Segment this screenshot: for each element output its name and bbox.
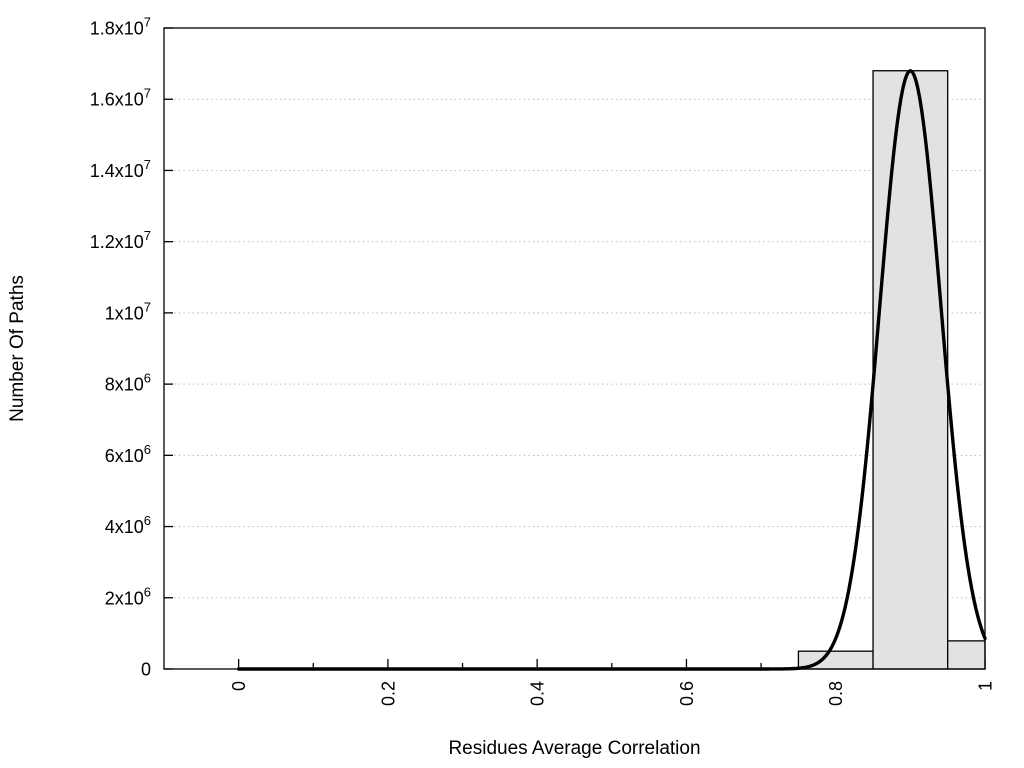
y-tick-label: 0	[141, 660, 151, 680]
gridlines-layer	[165, 98, 984, 599]
histogram-bars-layer	[797, 70, 986, 670]
y-tick-label: 1.8x107	[90, 15, 151, 39]
x-axis-label: Residues Average Correlation	[448, 738, 700, 759]
y-axis-label: Number Of Paths	[7, 275, 28, 422]
x-tick-label: 0	[229, 681, 249, 691]
histogram-bar	[947, 640, 986, 670]
x-tick-label: 0.2	[378, 681, 398, 706]
y-tick-label: 2x106	[105, 584, 151, 608]
x-tick-label: 0.4	[528, 681, 548, 706]
histogram-bar	[872, 70, 949, 670]
y-tick-label: 4x106	[105, 513, 151, 537]
x-tick-label: 0.6	[677, 681, 697, 706]
y-tick-label: 1.4x107	[90, 157, 151, 181]
axis-ticks-layer	[164, 27, 986, 670]
y-tick-label: 6x106	[105, 442, 151, 466]
y-tick-labels-layer: 0 2x106 4x106 6x106 8x106 1x107 1.2x107 1.4x107…	[90, 15, 151, 680]
x-tick-labels-layer: 0 0.2 0.4 0.6 0.8 1	[229, 681, 995, 706]
y-tick-label: 8x106	[105, 371, 151, 395]
y-tick-label: 1.6x107	[90, 86, 151, 110]
y-tick-label: 1.2x107	[90, 228, 151, 252]
x-tick-label: 0.8	[826, 681, 846, 706]
plot-border	[163, 27, 986, 670]
y-tick-label: 1x107	[105, 299, 151, 323]
x-tick-label: 1	[976, 681, 996, 691]
